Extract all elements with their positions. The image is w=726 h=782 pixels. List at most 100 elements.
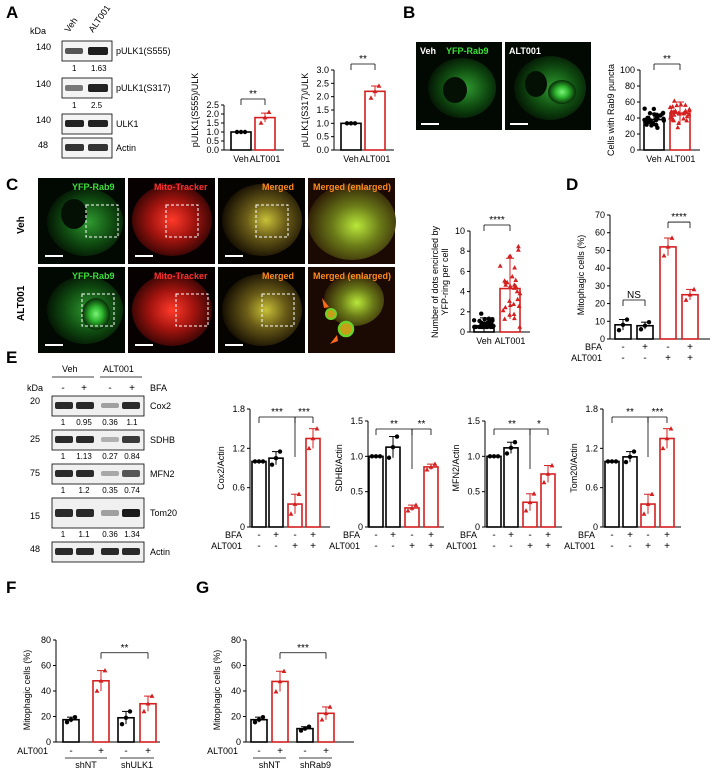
y-tick-label: 60 [231,661,241,671]
y-tick-label: 1.0 [206,127,219,137]
y-axis-label: Cells with Rab9 puncta [606,64,616,156]
data-point [277,678,283,684]
mitophagy-ring [325,308,337,320]
bfa-sign: + [545,530,551,541]
y-tick-label: 1.2 [585,443,598,453]
cell-body [324,274,384,326]
alt001-label: ALT001 [446,541,477,551]
data-point [515,247,521,252]
y-tick-label: 0.5 [316,132,329,142]
y-axis-label: pULK1(S317)/ULK [300,73,310,148]
blot-band [88,120,108,127]
data-point [72,714,78,720]
bar [254,116,276,151]
bar [604,460,620,528]
bfa-sign: - [492,530,495,541]
y-axis-label: Number of dots encircled byYFP-ring per … [430,225,450,338]
bfa-sign: + [642,342,648,353]
data-point [302,726,308,731]
data-point [503,279,509,285]
data-point [68,717,74,722]
data-point [609,459,615,464]
data-point [372,88,378,94]
data-point [511,285,517,290]
y-tick-label: 10 [595,316,605,326]
y-tick-label: 6 [460,266,465,276]
data-point [373,454,379,459]
blot-band [122,470,140,477]
y-tick-label: 2.0 [206,109,219,119]
x-tick-label: Veh [233,154,249,164]
chart-d: 0 10 20 30 40 50 60 70 Mitophagic cells (%) NS ***… [571,210,710,364]
data-point [145,701,151,706]
y-axis-label-line: YFP-ring per cell [440,248,450,315]
data-point [660,445,666,451]
data-point [260,459,266,464]
data-point [479,311,484,316]
data-point [655,125,660,131]
blot-quant: 0.74 [124,486,140,495]
group-label: shNT [259,760,281,770]
blot-band [122,436,140,443]
mw-label: 48 [30,544,40,554]
blot-band [88,144,108,151]
data-point [511,282,517,287]
data-point [683,102,688,107]
data-point [687,106,692,111]
sig-label: *** [297,643,309,654]
sig-label: *** [271,407,283,418]
panel-letter-b: B [403,3,415,22]
chart-a1: 0.00.51.01.52.02.5 pULK1(S555)/ULK ** Veh AL… [190,73,284,164]
data-point [517,324,523,329]
row-label-alt001: ALT001 [16,285,27,321]
data-point [472,324,477,330]
zoom-box [165,204,199,238]
blot-band [122,402,140,409]
y-tick-label: 40 [595,263,605,273]
alt001-sign: + [645,541,651,552]
blot-quant: 1.1 [78,530,90,539]
y-tick-label: 1.5 [316,105,329,115]
nucleus [525,71,547,97]
y-tick-label: 1.8 [232,404,245,414]
blot-strip [61,40,113,62]
blot-label: Actin [150,547,170,557]
y-tick-label: 70 [595,210,605,220]
data-point [504,451,510,456]
y-tick-label: 20 [625,129,635,139]
data-point [675,124,681,130]
bar [659,437,675,528]
y-axis-label: Mitophagic cells (%) [22,650,32,731]
data-point [605,459,611,464]
data-point [678,102,684,107]
data-point [502,304,508,310]
sig-label: ** [418,419,426,430]
blot-label: Tom20 [150,508,177,518]
sig-label: * [537,419,541,430]
alt001-label: ALT001 [207,746,238,756]
alt001-sign: - [391,541,394,552]
data-point [428,464,434,469]
bfa-sign: - [293,530,296,541]
data-point [507,302,513,308]
y-tick-label: 1.0 [316,118,329,128]
y-axis-label-line: Number of dots encircled by [430,225,440,338]
blot-band [76,548,94,555]
y-tick-label: 0 [630,145,635,155]
data-point [651,106,657,112]
chart-g: 0 20 40 60 80 Mitophagic cells (%) *** - + - + ALT0… [207,635,354,770]
data-point [671,98,677,103]
y-tick-label: 30 [595,281,605,291]
data-point [234,129,240,135]
data-point [490,318,495,323]
y-tick-label: 0 [236,737,241,747]
data-point [691,286,697,292]
y-tick-label: 2.5 [316,78,329,88]
y-tick-label: 0 [475,522,480,532]
data-point [523,508,529,513]
y-tick-label: 80 [41,635,51,645]
blot-quant: 0.27 [102,452,118,461]
data-point [471,318,477,323]
alt001-sign: - [643,353,646,364]
data-point [390,444,396,450]
